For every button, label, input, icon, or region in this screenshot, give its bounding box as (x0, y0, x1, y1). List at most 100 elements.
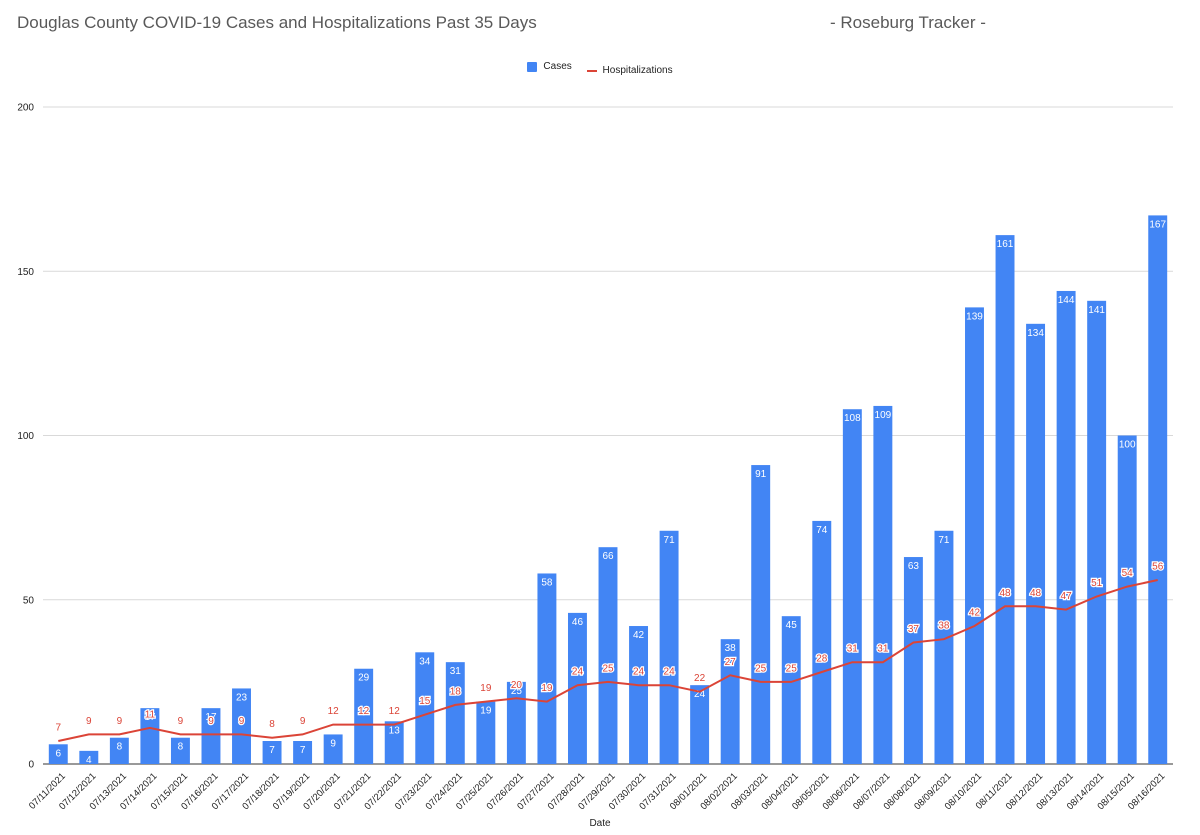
bar-data-label: 108 (844, 413, 861, 424)
bar-data-label: 29 (358, 673, 370, 684)
line-data-label: 38 (938, 621, 950, 632)
y-tick-label: 150 (17, 267, 34, 278)
line-data-label: 8 (269, 719, 275, 730)
bar-data-label: 31 (450, 666, 462, 677)
x-axis-label: Date (589, 818, 611, 829)
bar-cases[interactable] (629, 626, 649, 764)
bar-cases[interactable] (720, 639, 740, 764)
bar-data-label: 45 (786, 620, 798, 631)
bar-cases[interactable] (1117, 435, 1137, 765)
bar-data-label: 144 (1058, 295, 1075, 306)
bar-cases[interactable] (48, 744, 68, 764)
bar-data-label: 24 (694, 689, 706, 700)
bar-data-label: 23 (236, 692, 248, 703)
legend-label-cases: Cases (543, 61, 572, 72)
bar-cases[interactable] (1056, 290, 1076, 764)
line-data-label: 15 (419, 696, 431, 707)
bar-data-label: 8 (117, 742, 123, 753)
legend-item-cases[interactable]: Cases (527, 61, 572, 72)
bar-cases[interactable] (445, 662, 465, 764)
bar-cases[interactable] (934, 530, 954, 764)
legend-item-hospitalizations[interactable]: Hospitalizations (586, 65, 673, 76)
x-axis-ticks: 07/11/202107/12/202107/13/202107/14/2021… (27, 771, 1167, 812)
line-data-label: 12 (328, 706, 340, 717)
bar-cases[interactable] (323, 734, 343, 764)
bar-cases[interactable] (751, 465, 771, 764)
bar-cases[interactable] (598, 547, 618, 764)
bar-cases[interactable] (567, 612, 587, 764)
bar-data-label: 17 (144, 712, 156, 723)
y-tick-label: 50 (23, 595, 35, 606)
line-data-label: 42 (969, 608, 981, 619)
bar-cases[interactable] (873, 405, 893, 764)
bar-cases[interactable] (232, 688, 251, 764)
bar-cases[interactable] (293, 741, 313, 764)
bar-data-label: 167 (1149, 219, 1166, 230)
line-data-label: 18 (450, 686, 462, 697)
bar-cases[interactable] (79, 750, 99, 764)
bar-data-label: 7 (269, 745, 275, 756)
bar-cases[interactable] (201, 708, 221, 764)
line-data-label: 24 (633, 667, 645, 678)
bar-cases[interactable] (659, 530, 679, 764)
bar-data-label: 42 (633, 630, 645, 641)
bar-cases[interactable] (781, 616, 801, 764)
bar-data-label: 71 (664, 535, 676, 546)
bar-data-label: 46 (572, 617, 584, 628)
legend: Cases Hospitalizations (0, 61, 1200, 76)
bar-cases[interactable] (965, 307, 984, 764)
line-labels: 7 9 9 11 9 9 9 8 9 12 12 12 15 18 19 20 19 24 25 24 24 22 27 25… (54, 560, 1165, 734)
bar-cases[interactable] (109, 737, 129, 764)
line-data-label: 9 (86, 716, 92, 727)
bar-cases[interactable] (537, 573, 557, 764)
bar-cases[interactable] (812, 520, 832, 764)
bar-cases[interactable] (1087, 300, 1107, 764)
line-data-label: 12 (358, 706, 370, 717)
chart-subtitle: - Roseburg Tracker - (830, 13, 986, 32)
line-data-label: 24 (572, 667, 584, 678)
line-data-label: 9 (117, 716, 123, 727)
bar-data-label: 38 (725, 643, 737, 654)
y-tick-label: 200 (17, 103, 34, 114)
bar-data-label: 66 (602, 551, 614, 562)
bar-cases[interactable] (476, 701, 496, 764)
line-data-label: 54 (1122, 568, 1134, 579)
line-data-label: 11 (145, 709, 156, 720)
bar-cases[interactable] (903, 557, 923, 764)
y-tick-label: 0 (28, 760, 34, 771)
bar-cases[interactable] (690, 685, 710, 764)
bar-cases[interactable] (384, 721, 404, 764)
line-data-label: 48 (1030, 588, 1042, 599)
bar-cases[interactable] (1026, 323, 1046, 764)
bar-cases[interactable] (262, 741, 282, 764)
bar-data-label: 7 (300, 745, 306, 756)
bar-cases[interactable] (842, 409, 862, 764)
bar-cases[interactable] (506, 681, 526, 764)
bar-cases[interactable] (170, 737, 190, 764)
bar-data-label: 8 (178, 742, 184, 753)
bar-data-label: 9 (330, 738, 336, 749)
line-data-label: 56 (1152, 562, 1164, 573)
chart-title: Douglas County COVID-19 Cases and Hospit… (17, 13, 537, 32)
bar-cases[interactable] (995, 235, 1015, 765)
bar-data-label: 141 (1088, 305, 1105, 316)
bar-data-label: 100 (1119, 440, 1136, 451)
legend-label-hospitalizations: Hospitalizations (602, 65, 673, 76)
bar-cases[interactable] (1148, 215, 1168, 764)
legend-swatch-hospitalizations (586, 69, 597, 72)
y-tick-label: 100 (17, 431, 34, 442)
line-data-label: 20 (511, 680, 523, 691)
line-data-label: 9 (239, 716, 245, 727)
bars (48, 215, 1168, 765)
bar-data-label: 63 (908, 561, 920, 572)
line-data-label: 48 (999, 588, 1011, 599)
bar-data-label: 109 (875, 410, 892, 421)
line-data-label: 19 (480, 683, 492, 694)
bar-cases[interactable] (415, 652, 435, 764)
bar-data-label: 4 (86, 755, 92, 766)
bar-cases[interactable] (354, 668, 374, 764)
bar-cases[interactable] (140, 708, 160, 764)
bar-data-label: 74 (816, 525, 828, 536)
